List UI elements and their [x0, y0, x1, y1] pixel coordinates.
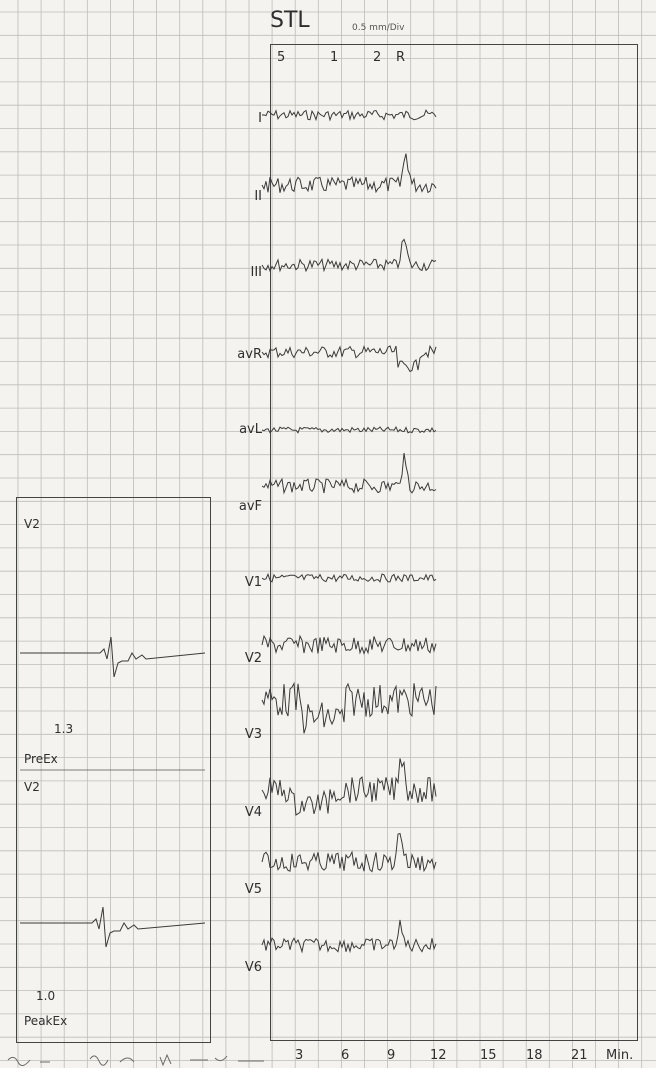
lead-label-avf: avF	[238, 499, 262, 514]
lead-label-iii: III	[250, 265, 262, 280]
inset-label-bottom: PeakEx	[24, 1014, 68, 1028]
inset-trace-preex	[20, 636, 206, 678]
column-marker-5: 5	[277, 50, 286, 65]
trace-v1	[261, 572, 437, 583]
x-tick-9: 9	[387, 1048, 396, 1063]
main-plot-frame	[270, 44, 638, 1041]
lead-label-v5: V5	[244, 882, 262, 897]
trace-v5	[261, 832, 437, 873]
chart-title: STL	[270, 8, 310, 33]
trace-v4	[261, 758, 437, 816]
handwritten-scribble	[7, 1053, 264, 1067]
lead-label-ii: II	[254, 189, 262, 204]
lead-label-v6: V6	[244, 960, 262, 975]
trace-avr	[261, 344, 437, 373]
x-tick-15: 15	[480, 1048, 497, 1063]
column-marker-1: 1	[330, 50, 339, 65]
trace-v2	[261, 634, 437, 655]
inset-value-bottom: 1.0	[36, 989, 56, 1003]
lead-label-v1: V1	[244, 575, 262, 590]
inset-frame	[16, 497, 211, 1043]
lead-label-i: I	[258, 111, 262, 126]
lead-label-v2: V2	[244, 651, 262, 666]
x-tick-12: 12	[430, 1048, 447, 1063]
trace-avl	[261, 426, 437, 434]
inset-trace-peakex	[20, 906, 206, 948]
trace-i	[261, 109, 437, 122]
lead-label-avl: avL	[239, 422, 262, 437]
trace-ii	[261, 153, 437, 194]
scale-note: 0.5 mm/Div	[352, 23, 405, 33]
inset-label-top: PreEx	[24, 752, 58, 766]
inset-value-top: 1.3	[54, 722, 74, 736]
x-tick-18: 18	[526, 1048, 543, 1063]
x-axis-unit: Min.	[606, 1048, 634, 1063]
lead-label-v3: V3	[244, 727, 262, 742]
trace-v6	[261, 919, 437, 954]
x-tick-21: 21	[571, 1048, 588, 1063]
x-tick-3: 3	[295, 1048, 304, 1063]
x-tick-6: 6	[341, 1048, 350, 1063]
inset-lead-top: V2	[24, 517, 40, 531]
column-marker-2: 2	[373, 50, 382, 65]
lead-label-avr: avR	[237, 347, 262, 362]
inset-lead-bottom: V2	[24, 780, 40, 794]
trace-iii	[261, 238, 437, 273]
trace-v3	[261, 681, 437, 734]
column-marker-r: R	[396, 50, 406, 65]
lead-label-v4: V4	[244, 805, 262, 820]
trace-avf	[261, 452, 437, 495]
